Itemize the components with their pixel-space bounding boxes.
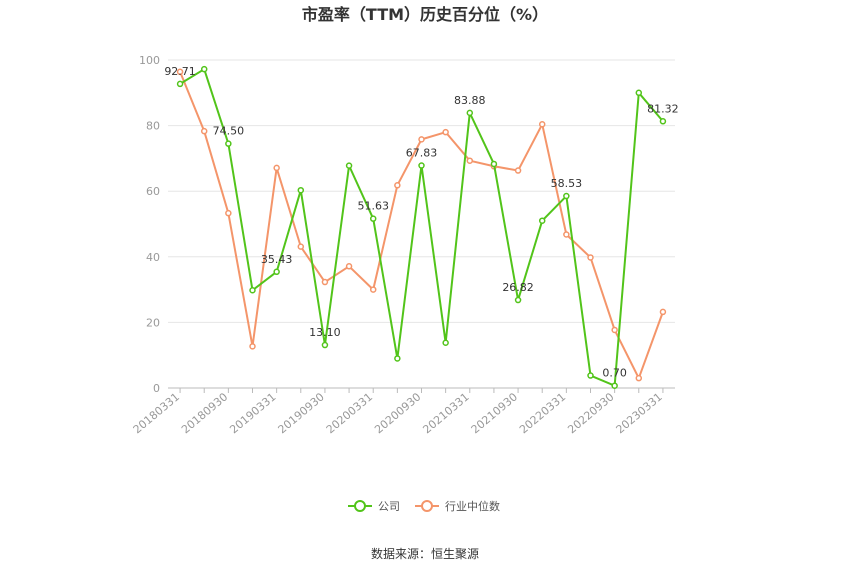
data-label: 0.70: [602, 367, 627, 380]
data-point: [442, 128, 449, 136]
source-text: 数据来源：恒生聚源: [371, 546, 479, 561]
data-label: 58.53: [551, 177, 583, 190]
data-label: 74.50: [213, 125, 245, 138]
data-label: 83.88: [454, 94, 486, 107]
data-point: [345, 263, 353, 270]
data-point: [538, 121, 546, 128]
x-tick-label: 20210930: [469, 390, 520, 436]
data-label: 51.63: [357, 200, 389, 213]
y-tick-label: 20: [146, 316, 160, 329]
data-point: [297, 243, 305, 250]
y-tick-label: 0: [153, 382, 160, 395]
data-label: 67.83: [406, 147, 438, 160]
data-point: [418, 136, 425, 143]
data-point: [200, 65, 208, 73]
data-point: [466, 157, 474, 164]
data-point: [369, 286, 377, 293]
data-point: [514, 296, 522, 304]
data-point: [659, 308, 667, 316]
legend-item[interactable]: 行业中位数: [415, 499, 500, 513]
legend-label: 行业中位数: [445, 499, 500, 513]
data-point: [321, 278, 329, 286]
series-line: [179, 68, 664, 387]
data-point: [563, 231, 570, 238]
data-point: [297, 186, 305, 194]
data-point: [369, 215, 377, 222]
data-label: 35.43: [261, 253, 293, 266]
x-tick-label: 20210331: [420, 390, 471, 436]
x-tick-label: 20180930: [179, 390, 230, 436]
legend-swatch-marker: [421, 500, 433, 512]
y-tick-label: 60: [146, 185, 160, 198]
data-point: [611, 326, 618, 334]
legend-swatch-marker: [354, 500, 366, 512]
series-line: [179, 71, 664, 380]
data-point: [635, 89, 643, 97]
data-point: [225, 209, 232, 217]
series-layer: [176, 65, 667, 389]
data-point: [587, 254, 594, 261]
data-point: [514, 167, 522, 174]
chart-title: 市盈率（TTM）历史百分位（%）: [302, 5, 548, 24]
legend-item[interactable]: 公司: [348, 500, 400, 513]
x-axis: 2018033120180930201903312019093020200331…: [131, 387, 675, 436]
data-point: [345, 162, 353, 169]
x-tick-label: 20220930: [565, 390, 616, 436]
data-point: [418, 162, 425, 169]
data-point: [611, 382, 618, 389]
data-point: [635, 374, 643, 382]
data-point: [466, 109, 474, 117]
data-point: [442, 339, 449, 346]
x-tick-label: 20230331: [614, 390, 665, 436]
data-label: 26.82: [502, 281, 534, 294]
x-tick-label: 20200930: [372, 390, 423, 436]
x-tick-label: 20180331: [131, 390, 182, 436]
x-tick-label: 20200331: [324, 390, 375, 436]
data-point: [538, 217, 546, 224]
data-point: [321, 341, 329, 349]
y-tick-label: 80: [146, 120, 160, 133]
data-point: [200, 127, 208, 135]
data-labels: 92.71 74.50 35.43 13.10 51.63 67.83 83.88 26.82…: [164, 65, 678, 380]
y-axis: 0 20 40 60 80 100: [139, 54, 160, 395]
data-point: [563, 192, 570, 200]
data-point: [249, 287, 256, 294]
data-point: [249, 343, 256, 350]
x-tick-label: 20190930: [276, 390, 327, 436]
legend-label: 公司: [378, 500, 400, 513]
x-tick-label: 20190331: [227, 390, 278, 436]
x-tick-label: 20220331: [517, 390, 568, 436]
y-tick-label: 100: [139, 54, 160, 67]
data-label: 81.32: [647, 102, 679, 115]
data-point: [394, 182, 401, 189]
data-point: [225, 140, 232, 147]
data-label: 92.71: [164, 65, 196, 78]
data-point: [273, 268, 280, 276]
data-point: [176, 68, 184, 76]
data-label: 13.10: [309, 326, 341, 339]
y-tick-label: 40: [146, 251, 160, 264]
data-point: [587, 372, 594, 379]
legend[interactable]: 公司 行业中位数: [348, 499, 500, 513]
data-point: [394, 355, 401, 362]
data-point: [176, 80, 184, 88]
data-point: [273, 164, 280, 172]
data-point: [659, 118, 667, 125]
data-point: [490, 160, 498, 168]
